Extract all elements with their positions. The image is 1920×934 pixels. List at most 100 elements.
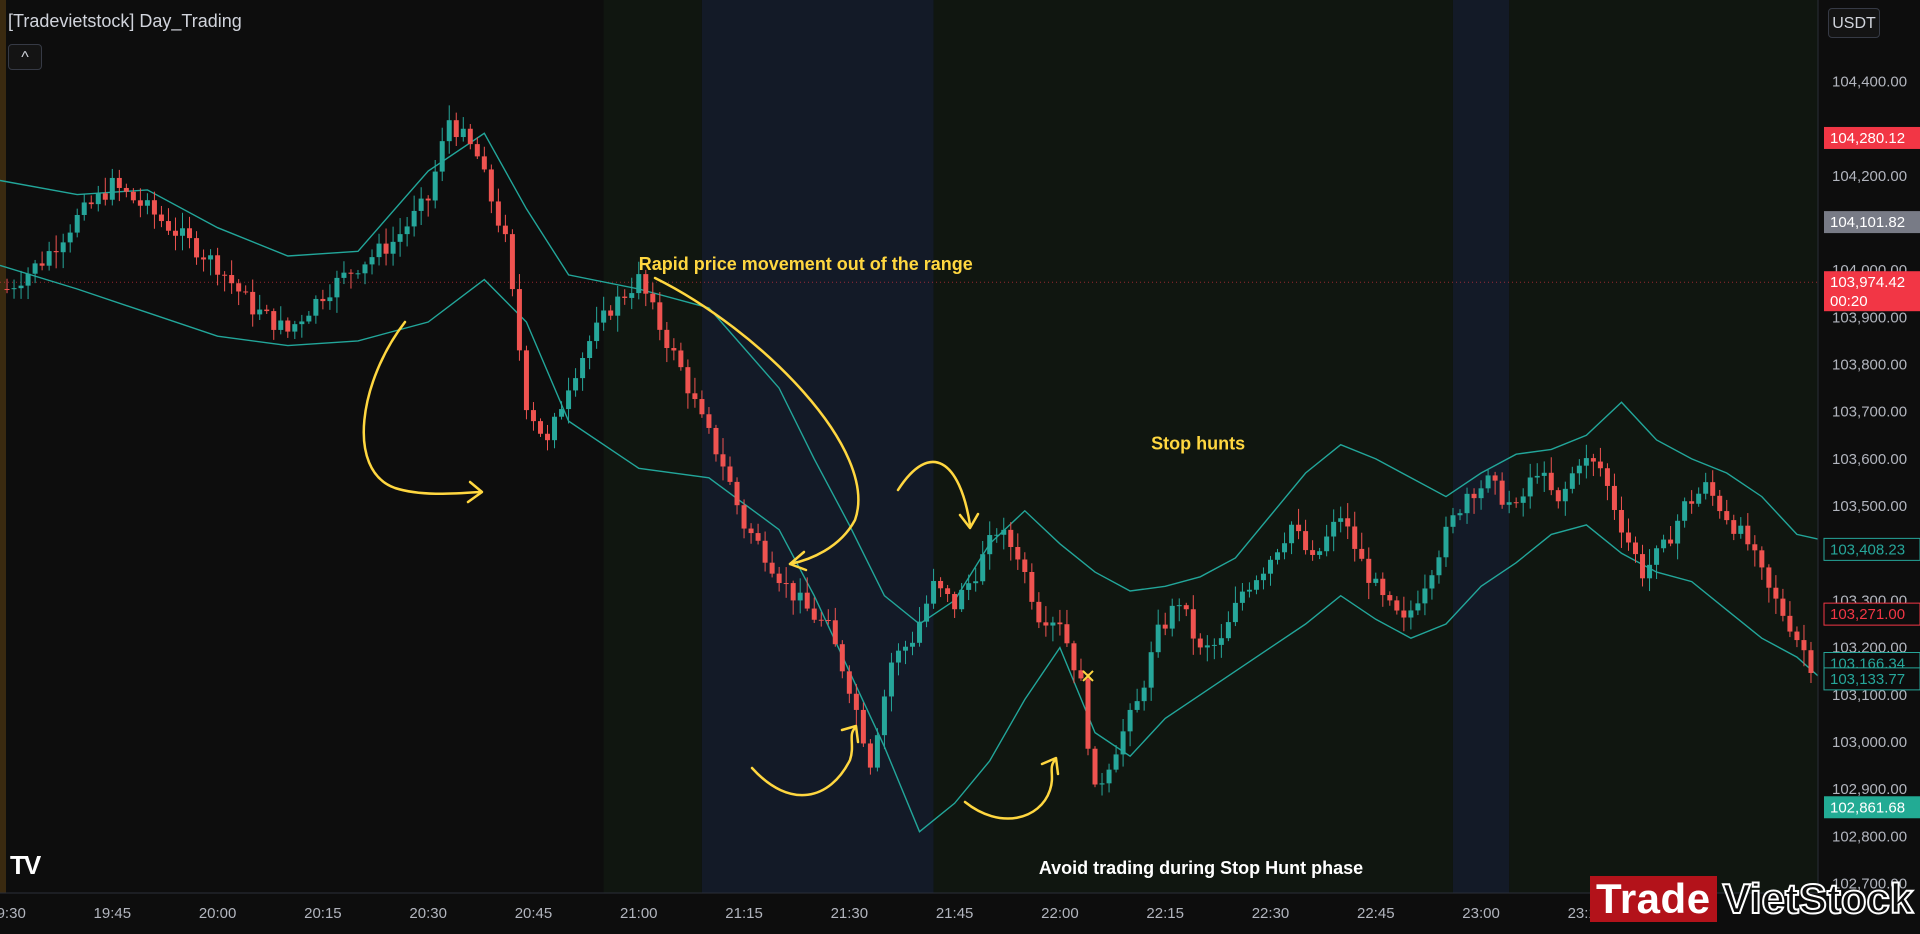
y-tick-label: 102,800.00 [1832,828,1907,845]
candle-body [1562,488,1568,502]
arrow-head-bottom1 [840,724,860,744]
candle-body [1611,485,1617,510]
candle-body [1204,645,1210,648]
candle-body [1218,638,1224,645]
session-band-2 [933,0,1453,893]
candle-body [481,156,487,170]
candle-body [966,583,972,590]
x-tick-label: 21:45 [936,905,974,922]
candle-body [720,454,726,467]
candle-body [74,214,80,233]
x-tick-label: 22:30 [1252,905,1290,922]
candle-body [137,200,143,206]
candle-body [1029,571,1035,602]
candle-body [559,409,565,417]
candle-body [215,255,221,275]
candle-body [1569,473,1575,489]
candle-body [1415,603,1421,611]
candle-body [1464,493,1470,514]
candle-body [678,350,684,368]
candle-body [1324,536,1330,552]
y-tick-label: 104,200.00 [1832,168,1907,185]
annotation-text: Avoid trading during Stop Hunt phase [1039,858,1363,878]
candle-body [1036,601,1042,623]
candle-body [32,263,38,274]
candle-body [1534,475,1540,478]
price-label: 104,101.82 [1830,214,1905,231]
x-tick-label: 22:00 [1041,905,1079,922]
candle-body [1520,496,1526,503]
candle-body [1317,551,1323,555]
candle-body [1225,622,1231,639]
candle-body [1808,650,1814,673]
candle-body [1682,501,1688,521]
candle-body [11,288,17,290]
candle-body [566,390,572,410]
candle-body [650,293,656,303]
candle-body [1717,495,1723,512]
candle-body [39,263,45,266]
session-band-4 [1509,0,1818,893]
candle-body [523,350,529,411]
candle-body [874,735,880,768]
candle-body [432,171,438,201]
currency-selector[interactable]: USDT [1828,8,1880,38]
candle-body [271,311,277,330]
candle-body [299,321,305,325]
candle-body [706,414,712,428]
candle-body [832,620,838,645]
candle-body [1773,587,1779,599]
candle-body [151,200,157,215]
candle-body [594,322,600,342]
arrow-head-bottom2 [1040,756,1060,776]
candle-body [1766,567,1772,588]
candle-body [615,296,621,316]
candle-body [144,200,150,206]
candle-body [1401,610,1407,618]
candle-body [1282,543,1288,553]
candle-body [362,264,368,274]
candle-body [622,296,628,298]
candle-body [425,198,431,201]
candle-body [229,275,235,284]
candle-body [1661,539,1667,549]
candle-body [994,534,1000,536]
y-tick-label: 103,100.00 [1832,687,1907,704]
candle-body [1394,600,1400,611]
candle-body [1310,550,1316,555]
candle-body [1752,544,1758,551]
candle-body [1457,513,1463,516]
candle-body [1232,602,1238,623]
candle-body [509,234,515,290]
candle-body [172,230,178,236]
y-tick-label: 103,600.00 [1832,451,1907,468]
y-tick-label: 103,800.00 [1832,357,1907,374]
candle-body [1211,644,1217,646]
candle-body [1345,518,1351,527]
curve-arrow-stophunt [896,460,972,527]
candle-body [327,297,333,302]
candle-body [418,198,424,211]
candle-body [1780,598,1786,616]
collapse-button[interactable]: ^ [8,44,42,70]
candle-body [1246,589,1252,592]
x-tick-label: 22:15 [1146,905,1184,922]
candle-body [811,608,817,620]
candle-body [881,696,887,736]
candle-body [1541,472,1547,476]
candle-body [804,592,810,609]
candle-body [1239,591,1245,603]
candle-body [222,274,228,276]
candle-body [1267,559,1273,574]
candle-body [1275,552,1281,560]
candle-body [1604,468,1610,486]
candle-body [81,202,87,215]
watermark-logo: Trade VietStock [1590,875,1914,923]
candle-body [1787,615,1793,632]
candle-body [1583,458,1589,466]
candle-body [495,201,501,226]
x-tick-label: 19:45 [94,905,132,922]
candle-body [1366,558,1372,583]
candle-body [783,583,789,585]
